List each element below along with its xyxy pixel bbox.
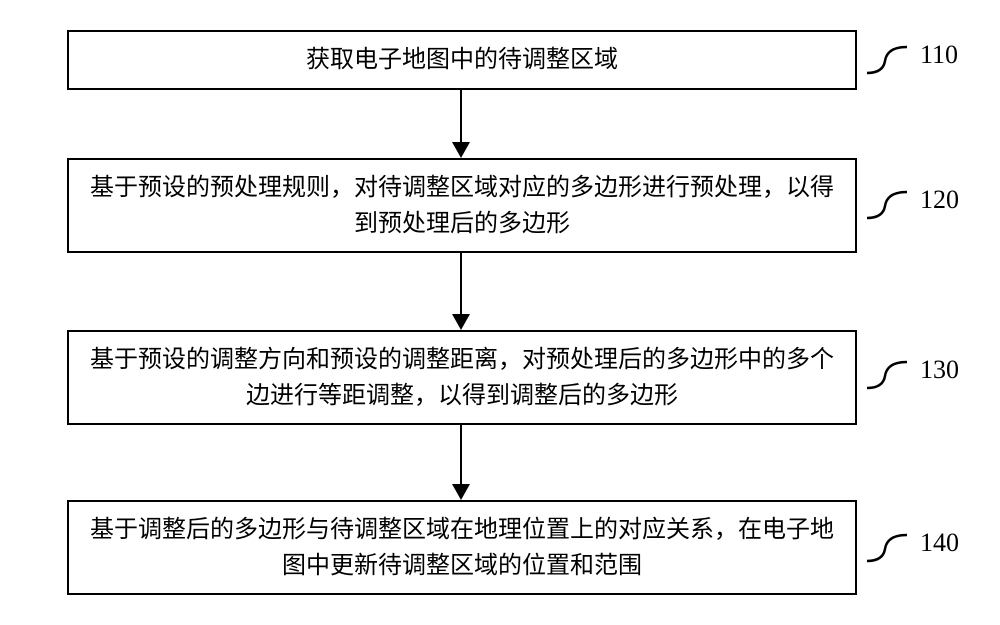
step-label-2: 120 — [920, 185, 959, 215]
step-text-2: 基于预设的预处理规则，对待调整区域对应的多边形进行预处理，以得到预处理后的多边形 — [89, 170, 835, 242]
brace-3 — [865, 360, 910, 390]
step-box-1: 获取电子地图中的待调整区域 — [67, 30, 857, 90]
step-label-1: 110 — [920, 40, 958, 70]
step-text-4: 基于调整后的多边形与待调整区域在地理位置上的对应关系，在电子地图中更新待调整区域… — [89, 512, 835, 584]
arrow-3 — [460, 425, 462, 498]
step-text-3: 基于预设的调整方向和预设的调整距离，对预处理后的多边形中的多个边进行等距调整，以… — [89, 342, 835, 414]
step-box-2: 基于预设的预处理规则，对待调整区域对应的多边形进行预处理，以得到预处理后的多边形 — [67, 158, 857, 253]
brace-2 — [865, 190, 910, 220]
step-box-4: 基于调整后的多边形与待调整区域在地理位置上的对应关系，在电子地图中更新待调整区域… — [67, 500, 857, 595]
brace-4 — [865, 533, 910, 563]
arrow-1 — [460, 90, 462, 156]
flowchart-container: 获取电子地图中的待调整区域 110 基于预设的预处理规则，对待调整区域对应的多边… — [0, 0, 1000, 625]
step-text-1: 获取电子地图中的待调整区域 — [306, 42, 618, 78]
brace-1 — [865, 45, 910, 75]
arrow-2 — [460, 253, 462, 328]
step-label-4: 140 — [920, 528, 959, 558]
step-box-3: 基于预设的调整方向和预设的调整距离，对预处理后的多边形中的多个边进行等距调整，以… — [67, 330, 857, 425]
step-label-3: 130 — [920, 355, 959, 385]
